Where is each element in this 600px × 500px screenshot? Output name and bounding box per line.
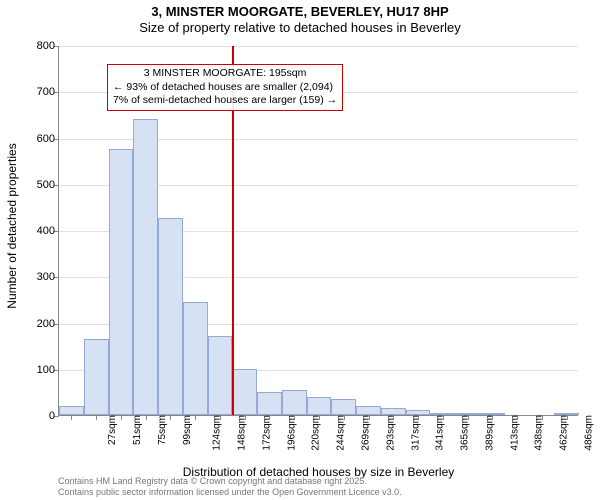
y-tick-label: 700: [37, 86, 59, 98]
x-tick-mark: [517, 415, 518, 420]
x-tick-label: 269sqm: [359, 415, 372, 451]
histogram-bar: [133, 119, 158, 415]
histogram-bar: [109, 149, 134, 415]
y-tick-label: 800: [37, 40, 59, 52]
chart-title-block: 3, MINSTER MOORGATE, BEVERLEY, HU17 8HP …: [0, 0, 600, 35]
y-tick-label: 0: [49, 410, 59, 422]
annotation-line1: 3 MINSTER MOORGATE: 195sqm: [113, 67, 337, 81]
footer-attribution: Contains HM Land Registry data © Crown c…: [58, 476, 402, 498]
x-tick-label: 341sqm: [433, 415, 446, 451]
x-tick-label: 172sqm: [260, 415, 273, 451]
histogram-bar: [257, 392, 282, 415]
histogram-bar: [307, 397, 332, 416]
x-tick-mark: [344, 415, 345, 420]
x-tick-mark: [269, 415, 270, 420]
chart-container: Number of detached properties Distributi…: [0, 40, 600, 500]
histogram-bar: [232, 369, 257, 415]
x-tick-mark: [71, 415, 72, 420]
histogram-bar: [356, 406, 381, 415]
histogram-bar: [84, 339, 109, 415]
x-tick-label: 124sqm: [210, 415, 223, 451]
x-tick-mark: [294, 415, 295, 420]
histogram-bar: [59, 406, 84, 415]
histogram-bar: [331, 399, 356, 415]
x-tick-label: 75sqm: [155, 415, 168, 445]
x-tick-label: 365sqm: [458, 415, 471, 451]
histogram-bar: [183, 302, 208, 415]
x-tick-label: 486sqm: [581, 415, 594, 451]
histogram-bar: [282, 390, 307, 415]
x-tick-mark: [220, 415, 221, 420]
histogram-bar: [158, 218, 183, 415]
x-tick-label: 438sqm: [532, 415, 545, 451]
histogram-bar: [208, 336, 233, 415]
x-tick-label: 196sqm: [284, 415, 297, 451]
x-tick-label: 27sqm: [105, 415, 118, 445]
x-tick-label: 220sqm: [309, 415, 322, 451]
x-tick-mark: [542, 415, 543, 420]
y-tick-label: 100: [37, 364, 59, 376]
grid-line: [59, 46, 578, 47]
footer-line1: Contains HM Land Registry data © Crown c…: [58, 476, 402, 487]
x-tick-label: 413sqm: [507, 415, 520, 451]
x-tick-label: 389sqm: [482, 415, 495, 451]
plot-area: Distribution of detached houses by size …: [58, 46, 578, 416]
x-tick-label: 317sqm: [408, 415, 421, 451]
annotation-line2: ← 93% of detached houses are smaller (2,…: [113, 81, 337, 95]
x-tick-mark: [567, 415, 568, 420]
y-tick-label: 600: [37, 133, 59, 145]
x-tick-mark: [443, 415, 444, 420]
y-tick-label: 200: [37, 318, 59, 330]
x-tick-mark: [418, 415, 419, 420]
x-tick-mark: [170, 415, 171, 420]
x-tick-label: 148sqm: [235, 415, 248, 451]
title-line2: Size of property relative to detached ho…: [0, 20, 600, 35]
y-axis-label: Number of detached properties: [5, 143, 19, 308]
y-tick-label: 500: [37, 179, 59, 191]
y-tick-label: 400: [37, 225, 59, 237]
annotation-line3: 7% of semi-detached houses are larger (1…: [113, 94, 337, 108]
footer-line2: Contains public sector information licen…: [58, 487, 402, 498]
x-tick-mark: [369, 415, 370, 420]
x-tick-mark: [492, 415, 493, 420]
x-tick-label: 51sqm: [130, 415, 143, 445]
x-tick-label: 462sqm: [557, 415, 570, 451]
x-tick-label: 244sqm: [334, 415, 347, 451]
x-tick-mark: [195, 415, 196, 420]
x-tick-mark: [245, 415, 246, 420]
x-tick-mark: [468, 415, 469, 420]
x-tick-label: 293sqm: [383, 415, 396, 451]
x-tick-mark: [146, 415, 147, 420]
x-tick-mark: [393, 415, 394, 420]
annotation-box: 3 MINSTER MOORGATE: 195sqm← 93% of detac…: [107, 64, 343, 111]
x-tick-mark: [319, 415, 320, 420]
title-line1: 3, MINSTER MOORGATE, BEVERLEY, HU17 8HP: [0, 4, 600, 19]
x-tick-mark: [96, 415, 97, 420]
x-tick-mark: [121, 415, 122, 420]
x-tick-label: 99sqm: [180, 415, 193, 445]
y-tick-label: 300: [37, 271, 59, 283]
histogram-bar: [381, 408, 406, 415]
